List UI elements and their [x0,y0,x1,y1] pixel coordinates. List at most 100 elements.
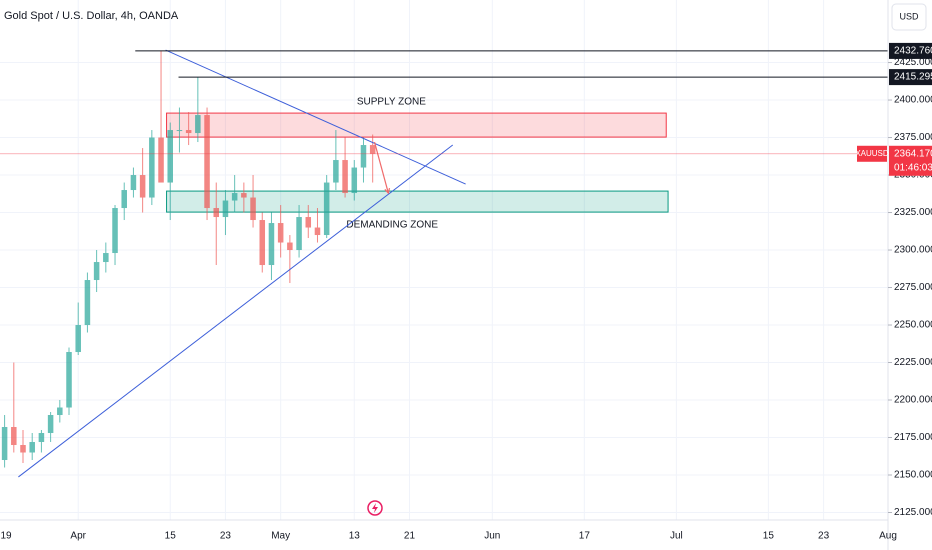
x-tick-label: 23 [220,531,232,542]
candle [1,415,8,468]
candle [222,190,229,236]
x-tick-label: 19 [0,531,12,542]
candle-body [121,190,127,209]
candle [277,205,284,258]
x-tick-label: 15 [763,531,775,542]
candle [296,205,302,258]
candle [204,107,210,221]
candle [84,272,91,333]
candle [323,175,330,239]
alert-icon[interactable] [367,500,383,516]
y-tick-label: 2300.000 [894,245,932,256]
candle [268,212,275,281]
candle-body [158,137,164,183]
candle-body [250,197,256,221]
candle [176,107,183,153]
candle-body [342,160,348,194]
candle-body [195,115,201,134]
candle [259,212,266,273]
price-tag [889,42,932,59]
candle-body [241,193,247,198]
drawings [0,49,888,478]
candle [29,433,35,461]
x-tick-label: Jul [670,531,683,542]
candle-body [167,130,173,183]
candle-body [314,227,321,236]
axes: 2125.000 2150.000 2175.000 2200.000 2225.000… [0,42,932,542]
y-tick-label: 2275.000 [894,282,932,293]
y-tick-label: 2125.000 [894,507,932,518]
chart-title: Gold Spot / U.S. Dollar, 4h, OANDA [4,10,179,22]
candle [213,182,220,266]
candle-body [213,208,220,218]
candle [93,250,100,293]
candles [1,50,376,468]
candle-body [130,175,137,191]
arrow-head [384,188,391,195]
candle-body [259,220,266,266]
candle-body [351,167,358,194]
x-tick-label: 15 [165,531,177,542]
y-tick-label: 2400.000 [894,95,932,106]
candle-body [47,415,54,434]
candle [38,430,45,453]
y-tick-label: 2225.000 [894,357,932,368]
x-tick-label: May [271,531,290,542]
candle [342,137,348,198]
last-price-label: 2364.170 [894,148,932,159]
zone-label: SUPPLY ZONE [357,97,426,108]
x-tick-label: 17 [579,531,591,542]
x-tick-label: Jun [484,531,500,542]
arrow-line [373,141,389,194]
candle-body [287,242,293,251]
candle [130,167,137,198]
candle-body [75,325,81,353]
symbol-tag [857,145,887,162]
trendline [165,49,466,185]
candle [333,130,339,191]
candle-body [323,182,330,236]
candle-body [66,352,72,408]
zone-box [166,112,667,138]
y-tick-label: 2325.000 [894,207,932,218]
candle-body [231,193,238,201]
zone-box [166,190,669,213]
price-tag [889,69,932,86]
candle [47,412,54,443]
candle [360,137,367,183]
currency-label[interactable]: USD [899,11,919,21]
candle [167,122,173,221]
zone-label: DEMANDING ZONE [346,220,438,231]
x-tick-label: Apr [70,531,86,542]
zones: SUPPLY ZONE DEMANDING ZONE [166,97,669,231]
candle-body [268,223,275,266]
candle-body [93,262,100,281]
candle [11,362,17,453]
candle [305,205,312,239]
currency-button[interactable] [891,3,927,31]
candle-body [29,442,35,453]
candle-body [84,280,91,326]
candle-body [176,130,183,132]
candle-body [277,223,284,243]
symbol-label: XAUUSD [855,149,889,158]
y-tick-label: 2175.000 [894,432,932,443]
y-tick-label: 2425.000 [894,57,932,68]
y-tick-label: 2200.000 [894,395,932,406]
y-tick-label: 2250.000 [894,320,932,331]
price-tag-label: 2432.760 [894,46,932,57]
candle [314,208,321,243]
candle [20,430,26,464]
candle-body [185,130,192,134]
candle-body [222,200,229,218]
candle [112,205,118,266]
candle-body [369,145,376,154]
candle-body [296,217,302,251]
candle [75,302,81,356]
candle-body [11,427,17,446]
candle [103,242,109,273]
candle-body [139,175,146,198]
candle-body [360,145,367,168]
candle [66,347,72,416]
